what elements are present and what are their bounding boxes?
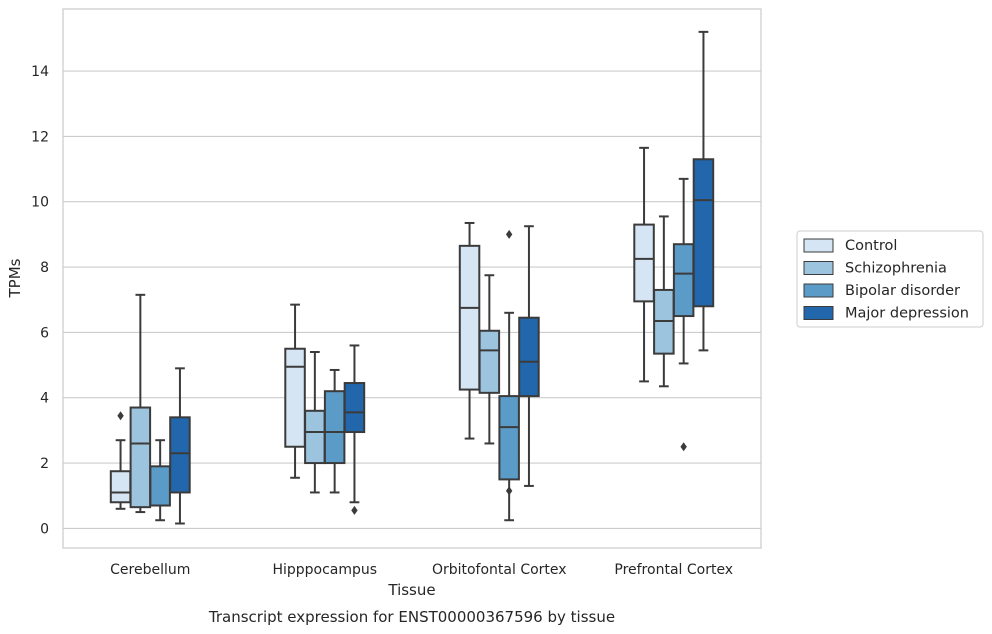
legend-label: Bipolar disorder (845, 283, 960, 299)
box-bipolar-disorder (323, 368, 346, 494)
box-control (109, 411, 132, 510)
x-tick-label: Orbitofontal Cortex (432, 562, 567, 578)
box-iqr (343, 382, 366, 434)
box-major-depression (169, 367, 191, 525)
box-iqr (129, 406, 152, 509)
box-iqr (498, 395, 520, 481)
chart-caption: Transcript expression for ENST0000036759… (208, 608, 615, 626)
y-tick-label: 14 (31, 64, 49, 80)
box-iqr (633, 223, 655, 303)
y-tick-label: 4 (40, 391, 49, 407)
y-tick-label: 6 (40, 325, 49, 341)
box-major-depression (518, 225, 540, 487)
x-tick-label: Cerebellum (110, 562, 190, 578)
y-tick-label: 10 (31, 195, 49, 211)
y-tick-label: 12 (31, 129, 49, 145)
x-tick-label: Prefrontal Cortex (614, 562, 733, 578)
box-iqr (323, 390, 346, 465)
outlier-point (680, 442, 687, 452)
box-major-depression (692, 30, 715, 352)
box-plots (109, 30, 715, 525)
box-iqr (458, 244, 481, 391)
box-bipolar-disorder (672, 177, 695, 452)
legend-label: Schizophrenia (845, 261, 947, 277)
legend-swatch (803, 238, 834, 253)
y-tick-labels: 0 2 4 6 8 10 12 14 (31, 64, 49, 537)
box-iqr (169, 416, 191, 494)
legend-swatch (803, 283, 834, 298)
outlier-point (117, 411, 124, 421)
box-control (458, 221, 481, 440)
box-schizophrenia (129, 293, 152, 514)
x-tick-labels: Cerebellum Hipppocampus Orbitofontal Corte… (110, 562, 733, 578)
box-iqr (304, 409, 326, 465)
box-schizophrenia (478, 274, 501, 445)
outlier-point (351, 505, 358, 515)
outlier-point (505, 486, 513, 496)
box-control (284, 303, 306, 479)
box-control (633, 146, 655, 383)
legend-label: Major depression (845, 306, 969, 322)
box-iqr (692, 158, 715, 308)
x-tick-label: Hipppocampus (272, 562, 377, 578)
box-iqr (109, 470, 132, 504)
legend-swatch (803, 306, 834, 320)
box-iqr (518, 316, 540, 398)
legend-swatch (803, 261, 834, 275)
box-iqr (149, 465, 171, 507)
legend-frame (796, 230, 984, 328)
box-iqr (284, 347, 306, 448)
legend: Control Schizophrenia Bipolar disorder Majo… (796, 230, 984, 328)
y-axis-title: TPMs (6, 258, 24, 298)
box-iqr (672, 243, 695, 318)
y-tick-label: 2 (40, 456, 49, 472)
x-axis-title: Tissue (387, 581, 435, 599)
box-bipolar-disorder (498, 229, 520, 522)
y-tick-label: 8 (40, 260, 49, 276)
box-schizophrenia (653, 215, 675, 388)
box-iqr (478, 329, 501, 394)
box-major-depression (343, 344, 366, 515)
legend-label: Control (845, 238, 897, 254)
outlier-point (505, 229, 513, 239)
y-tick-label: 0 (40, 521, 49, 537)
